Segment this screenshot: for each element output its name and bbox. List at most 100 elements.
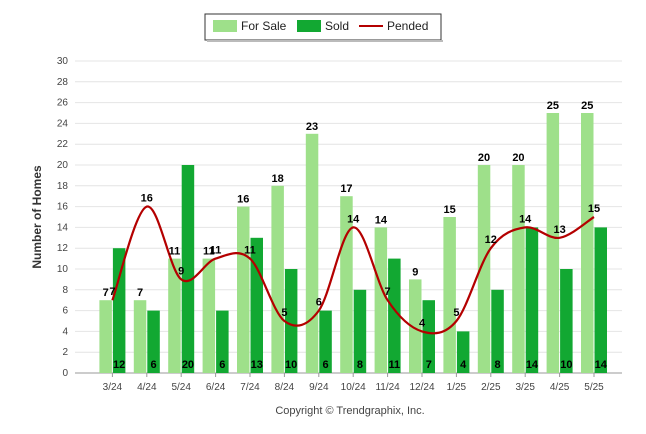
x-tick-label: 2/25 <box>481 382 501 393</box>
y-tick-label: 0 <box>62 368 68 379</box>
data-label-for-sale: 18 <box>272 173 284 185</box>
data-label-pended: 14 <box>347 213 360 225</box>
data-label-for-sale: 25 <box>547 100 559 112</box>
y-tick-label: 14 <box>57 222 69 233</box>
bar-sold[interactable] <box>456 331 470 373</box>
data-label-sold: 14 <box>595 359 608 371</box>
data-label-sold: 4 <box>460 359 467 371</box>
data-label-pended: 5 <box>281 307 287 319</box>
data-label-for-sale: 20 <box>512 152 524 164</box>
bar-for-sale[interactable] <box>237 206 250 373</box>
data-label-sold: 10 <box>560 359 572 371</box>
data-label-sold: 8 <box>494 359 500 371</box>
data-label-pended: 7 <box>385 286 391 298</box>
legend-label-pended: Pended <box>387 19 428 33</box>
data-label-pended: 9 <box>178 265 184 277</box>
bar-sold[interactable] <box>491 289 504 373</box>
bar-for-sale[interactable] <box>99 300 112 373</box>
y-tick-label: 30 <box>57 56 69 67</box>
data-label-sold: 7 <box>426 359 432 371</box>
data-label-for-sale: 20 <box>478 152 490 164</box>
y-tick-label: 12 <box>57 243 69 254</box>
y-tick-label: 28 <box>57 77 69 88</box>
data-label-for-sale: 15 <box>444 204 456 216</box>
y-tick-label: 20 <box>57 160 69 171</box>
copyright-footer: Copyright © Trendgraphix, Inc. <box>275 405 424 417</box>
bar-for-sale[interactable] <box>271 185 284 373</box>
bar-for-sale[interactable] <box>305 133 319 373</box>
x-axis-ticks: 3/24 4/24 5/24 6/24 7/24 8/24 9/24 10/24 11/24 12… <box>103 373 604 393</box>
bar-for-sale[interactable] <box>512 165 525 373</box>
bar-for-sale[interactable] <box>374 227 388 373</box>
x-tick-label: 3/24 <box>103 382 123 393</box>
legend-swatch-for-sale <box>213 20 237 32</box>
y-tick-label: 16 <box>57 202 69 213</box>
legend-item-for-sale[interactable]: For Sale <box>213 19 287 33</box>
legend-item-pended[interactable]: Pended <box>359 19 428 33</box>
x-tick-label: 7/24 <box>240 382 260 393</box>
y-tick-label: 26 <box>57 98 69 109</box>
x-tick-label: 4/25 <box>550 382 570 393</box>
legend[interactable]: For Sale Sold Pended <box>204 13 443 42</box>
bar-sold[interactable] <box>353 289 367 373</box>
data-label-pended: 6 <box>316 297 322 309</box>
data-label-for-sale: 11 <box>203 246 215 258</box>
x-tick-label: 4/24 <box>137 382 157 393</box>
bar-sold[interactable] <box>319 310 332 373</box>
bar-sold[interactable] <box>181 165 195 373</box>
bar-sold[interactable] <box>594 227 608 373</box>
data-label-for-sale: 17 <box>340 183 352 195</box>
y-tick-label: 22 <box>57 139 69 150</box>
data-label-pended: 13 <box>553 224 565 236</box>
pended-line <box>111 205 595 335</box>
bar-sold[interactable] <box>560 269 573 373</box>
bar-for-sale[interactable] <box>546 113 560 373</box>
bar-sold[interactable] <box>525 227 539 373</box>
y-tick-label: 24 <box>57 118 69 129</box>
y-tick-label: 6 <box>62 306 68 317</box>
data-label-for-sale: 11 <box>169 246 181 258</box>
bar-sold[interactable] <box>112 248 126 373</box>
bar-for-sale[interactable] <box>168 258 181 373</box>
data-label-pended: 5 <box>453 307 459 319</box>
bar-sold[interactable] <box>147 310 160 373</box>
bar-sold[interactable] <box>388 258 401 373</box>
y-tick-label: 10 <box>57 264 69 275</box>
data-label-for-sale: 9 <box>412 266 418 278</box>
data-label-sold: 12 <box>113 359 125 371</box>
bar-sold[interactable] <box>422 300 436 373</box>
bar-for-sale[interactable] <box>202 258 216 373</box>
pended-line-path[interactable] <box>111 205 595 335</box>
bar-sold[interactable] <box>284 269 298 373</box>
bar-for-sale[interactable] <box>409 279 422 373</box>
bar-for-sale[interactable] <box>133 300 147 373</box>
data-label-pended: 14 <box>519 213 532 225</box>
x-tick-label: 10/24 <box>341 382 366 393</box>
x-tick-label: 12/24 <box>409 382 434 393</box>
data-label-sold: 10 <box>285 359 297 371</box>
legend-label-for-sale: For Sale <box>241 19 287 33</box>
data-label-sold: 6 <box>150 359 156 371</box>
data-label-for-sale: 7 <box>103 287 109 299</box>
legend-item-sold[interactable]: Sold <box>297 19 349 33</box>
legend-label-sold: Sold <box>325 19 349 33</box>
bar-for-sale[interactable] <box>581 113 594 373</box>
data-label-pended: 4 <box>419 317 426 329</box>
y-tick-label: 18 <box>57 181 69 192</box>
data-label-sold: 6 <box>219 359 225 371</box>
data-label-sold: 13 <box>251 359 263 371</box>
data-label-sold: 11 <box>389 359 401 371</box>
data-labels: 7 12 7 6 11 20 11 6 16 13 18 10 23 6 17 8 14 11 9 7 15 4 20 8 20… <box>103 100 608 371</box>
y-tick-label: 8 <box>62 285 68 296</box>
bar-sold[interactable] <box>216 310 229 373</box>
data-label-pended: 11 <box>210 245 222 257</box>
bar-sold[interactable] <box>250 237 264 373</box>
x-tick-label: 9/24 <box>309 382 329 393</box>
y-tick-label: 2 <box>62 347 68 358</box>
data-label-pended: 7 <box>109 286 115 298</box>
data-label-sold: 14 <box>526 359 539 371</box>
bar-for-sale[interactable] <box>443 217 456 373</box>
bar-for-sale[interactable] <box>477 165 491 373</box>
